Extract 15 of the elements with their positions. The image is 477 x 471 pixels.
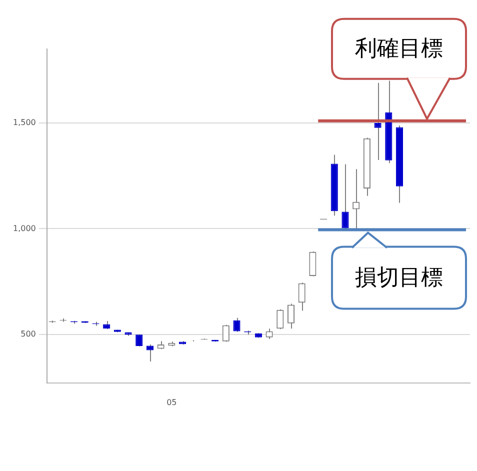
candlestick	[298, 282, 306, 312]
candlestick	[309, 251, 316, 277]
y-tick-label: 1,000	[12, 224, 36, 233]
candlestick	[222, 324, 230, 342]
text: 05	[166, 398, 177, 408]
y-tick-label: 1,500	[12, 118, 36, 128]
y-tick-label: 500	[20, 329, 36, 338]
candlestick	[342, 164, 349, 230]
candlestick	[276, 308, 284, 330]
candlestick	[374, 82, 382, 160]
ref-line-label: 利確目標	[355, 36, 443, 62]
candlestick	[287, 303, 295, 330]
candlestick	[352, 168, 360, 230]
candlestick	[233, 317, 240, 332]
legend-label: 損切目標	[355, 265, 443, 290]
